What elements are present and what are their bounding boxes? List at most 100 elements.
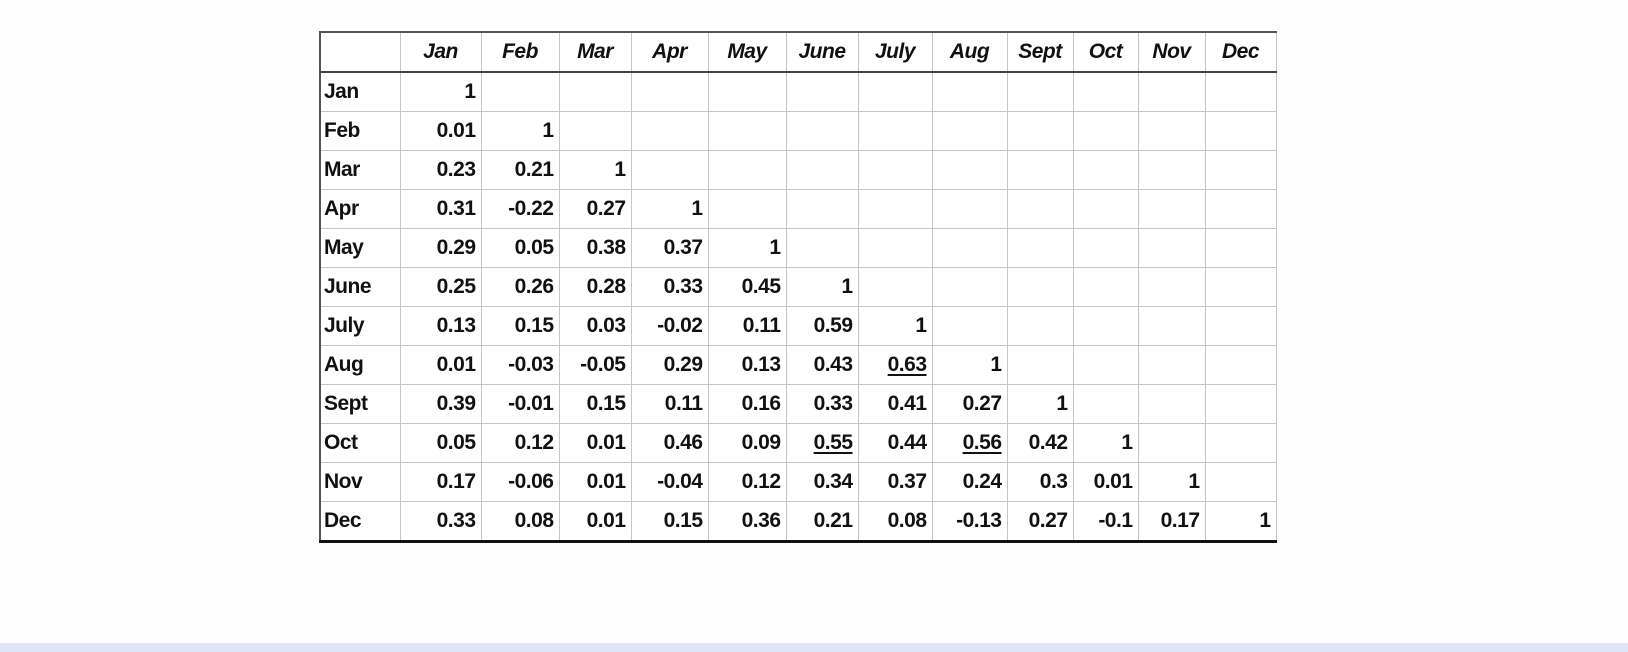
- table-cell: 0.27: [1006, 501, 1074, 543]
- table-row: Apr 0.31 -0.22 0.27 1: [319, 189, 1277, 229]
- table-cell: [1006, 189, 1074, 229]
- table-cell: 0.16: [707, 384, 787, 424]
- cell-value: 0.56: [962, 431, 1002, 454]
- table-cell: 0.56: [931, 423, 1008, 463]
- table-cell: 0.42: [1006, 423, 1074, 463]
- cell-value: 0.15: [586, 392, 626, 415]
- column-header: Feb: [480, 31, 560, 73]
- cell-value: 0.23: [436, 158, 476, 181]
- table-cell: 0.59: [785, 306, 859, 346]
- table-cell: [1072, 267, 1139, 307]
- table-cell: [857, 267, 933, 307]
- cell-value: 0.01: [586, 509, 626, 532]
- table-cell: 0.37: [630, 228, 709, 268]
- table-cell: 0.13: [399, 306, 482, 346]
- column-header: July: [857, 31, 933, 73]
- table-cell: [707, 111, 787, 151]
- cell-value: 0.15: [514, 314, 554, 337]
- cell-value: -0.02: [657, 314, 703, 337]
- cell-value: 0.27: [1028, 509, 1068, 532]
- table-cell: 0.17: [399, 462, 482, 502]
- table-cell: [630, 150, 709, 190]
- table-cell: 0.15: [630, 501, 709, 543]
- table-cell: -0.13: [931, 501, 1008, 543]
- table-cell: [1137, 111, 1206, 151]
- table-cell: -0.02: [630, 306, 709, 346]
- table-cell: 0.12: [480, 423, 560, 463]
- table-cell: 0.08: [857, 501, 933, 543]
- table-cell: 0.27: [558, 189, 632, 229]
- cell-value: 0.01: [436, 353, 476, 376]
- cell-value: 0.37: [663, 236, 703, 259]
- column-header: June: [785, 31, 859, 73]
- cell-value: 0.13: [741, 353, 781, 376]
- table-cell: [931, 267, 1008, 307]
- cell-value: 0.55: [813, 431, 853, 454]
- table-cell: [1204, 345, 1277, 385]
- cell-value: 0.59: [813, 314, 853, 337]
- table-cell: 0.01: [1072, 462, 1139, 502]
- cell-value: 0.17: [1160, 509, 1200, 532]
- table-cell: -0.01: [480, 384, 560, 424]
- table-cell: 0.01: [399, 111, 482, 151]
- table-cell: 0.11: [707, 306, 787, 346]
- table-cell: [1137, 423, 1206, 463]
- cell-value: 0.42: [1028, 431, 1068, 454]
- table-cell: [1137, 267, 1206, 307]
- table-cell: 0.29: [630, 345, 709, 385]
- table-cell: 0.36: [707, 501, 787, 543]
- cell-value: 0.3: [1039, 470, 1068, 493]
- cell-value: -0.22: [508, 197, 554, 220]
- cell-value: 0.29: [663, 353, 703, 376]
- table-cell: [931, 189, 1008, 229]
- table-cell: [785, 228, 859, 268]
- table-cell: [558, 71, 632, 112]
- table-cell: 0.23: [399, 150, 482, 190]
- table-cell: [785, 71, 859, 112]
- cell-value: 0.31: [436, 197, 476, 220]
- table-cell: 0.01: [399, 345, 482, 385]
- table-row: Nov 0.17 -0.06 0.01 -0.04 0.12 0.34 0.37 0.24 0.3…: [319, 462, 1277, 502]
- table-cell: [1072, 71, 1139, 112]
- table-cell: [1006, 111, 1074, 151]
- table-cell: [630, 71, 709, 112]
- table-cell: 0.63: [857, 345, 933, 385]
- cell-value: 1: [1259, 509, 1271, 532]
- table-cell: 0.33: [630, 267, 709, 307]
- cell-value: 0.09: [741, 431, 781, 454]
- table-cell: 1: [1204, 501, 1277, 543]
- correlation-table: Jan Feb Mar Apr May June July Aug Sept Oct Nov Dec …: [319, 31, 1277, 543]
- table-cell: [1137, 384, 1206, 424]
- table-cell: [857, 189, 933, 229]
- table-cell: [558, 111, 632, 151]
- table-row: Mar 0.23 0.21 1: [319, 150, 1277, 190]
- table-cell: 0.11: [630, 384, 709, 424]
- cell-value: 0.11: [742, 314, 781, 337]
- table-cell: 1: [857, 306, 933, 346]
- table-cell: -0.03: [480, 345, 560, 385]
- table-cell: 0.25: [399, 267, 482, 307]
- table-row: Jan 1: [319, 71, 1277, 112]
- column-header: Mar: [558, 31, 632, 73]
- table-cell: 0.27: [931, 384, 1008, 424]
- table-cell: [857, 150, 933, 190]
- cell-value: 0.38: [586, 236, 626, 259]
- table-cell: 0.12: [707, 462, 787, 502]
- cell-value: 0.01: [1093, 470, 1133, 493]
- cell-value: -0.01: [508, 392, 554, 415]
- table-cell: 0.01: [558, 462, 632, 502]
- table-cell: [931, 228, 1008, 268]
- table-cell: 0.03: [558, 306, 632, 346]
- table-cell: 0.45: [707, 267, 787, 307]
- table-cell: 0.24: [931, 462, 1008, 502]
- table-cell: 1: [1072, 423, 1139, 463]
- table-cell: [857, 228, 933, 268]
- column-header: Oct: [1072, 31, 1139, 73]
- table-cell: [1072, 189, 1139, 229]
- cell-value: 0.26: [514, 275, 554, 298]
- table-cell: [1204, 306, 1277, 346]
- row-label: May: [319, 228, 401, 268]
- table-row: Aug 0.01 -0.03 -0.05 0.29 0.13 0.43 0.63 1: [319, 345, 1277, 385]
- cell-value: 1: [614, 158, 626, 181]
- cell-value: 0.25: [436, 275, 476, 298]
